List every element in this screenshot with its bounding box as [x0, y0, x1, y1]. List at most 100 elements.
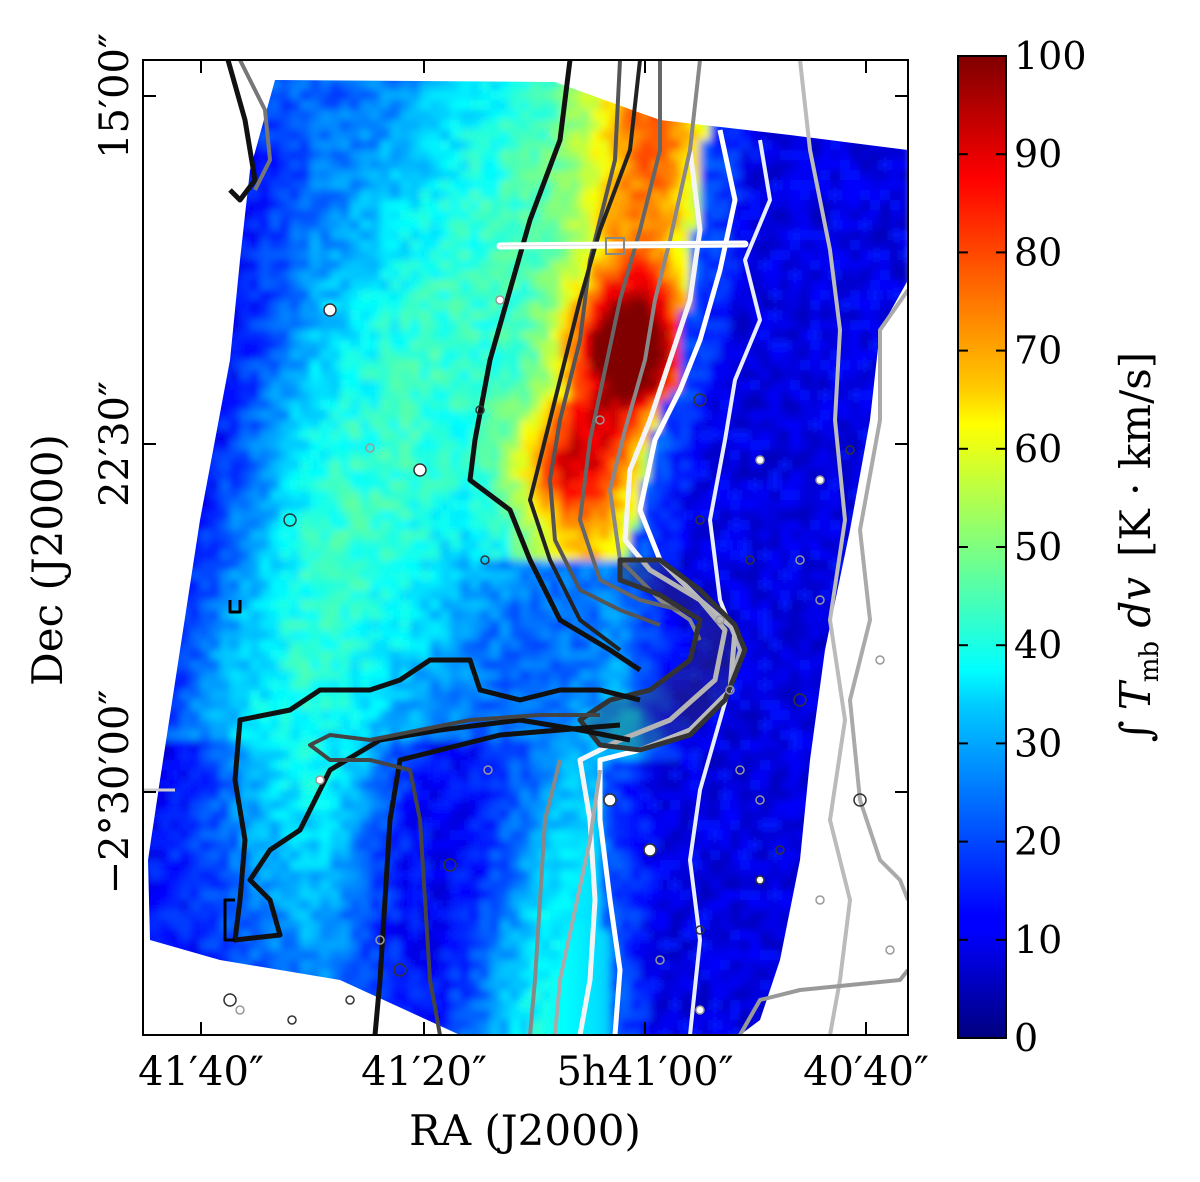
heatmap-cell	[460, 700, 471, 711]
heatmap-cell	[620, 670, 631, 681]
heatmap-cell	[780, 400, 791, 411]
heatmap-cell	[190, 340, 201, 351]
heatmap-cell	[280, 340, 291, 351]
heatmap-cell	[230, 570, 241, 581]
heatmap-cell	[620, 290, 631, 301]
heatmap-cell	[870, 310, 881, 321]
heatmap-cell	[290, 680, 301, 691]
heatmap-cell	[270, 90, 281, 101]
heatmap-cell	[670, 410, 681, 421]
heatmap-cell	[148, 180, 151, 191]
heatmap-cell	[410, 430, 421, 441]
heatmap-cell	[870, 500, 881, 511]
heatmap-cell	[790, 530, 801, 541]
heatmap-cell	[340, 670, 351, 681]
heatmap-cell	[530, 320, 541, 331]
heatmap-cell	[200, 220, 211, 231]
heatmap-cell	[520, 360, 531, 371]
heatmap-cell	[210, 520, 221, 531]
heatmap-cell	[750, 610, 761, 621]
heatmap-cell	[770, 180, 781, 191]
heatmap-cell	[580, 400, 591, 411]
heatmap-cell	[520, 450, 531, 461]
heatmap-cell	[520, 160, 531, 171]
heatmap-cell	[570, 390, 581, 401]
heatmap-cell	[150, 400, 161, 411]
heatmap-cell	[360, 410, 371, 421]
heatmap-cell	[640, 690, 651, 701]
heatmap-cell	[290, 260, 301, 271]
heatmap-cell	[340, 90, 351, 101]
heatmap-cell	[740, 220, 751, 231]
heatmap-cell	[148, 440, 151, 451]
heatmap-cell	[480, 430, 491, 441]
heatmap-cell	[310, 360, 321, 371]
heatmap-cell	[370, 90, 381, 101]
heatmap-cell	[600, 560, 611, 571]
heatmap-cell	[310, 130, 321, 141]
heatmap-cell	[250, 260, 261, 271]
heatmap-cell	[570, 510, 581, 521]
heatmap-cell	[460, 320, 471, 331]
heatmap-cell	[510, 90, 521, 101]
heatmap-cell	[640, 400, 651, 411]
heatmap-cell	[870, 580, 881, 591]
heatmap-cell	[320, 690, 331, 701]
heatmap-cell	[590, 130, 601, 141]
heatmap-cell	[330, 60, 341, 71]
heatmap-cell	[320, 430, 331, 441]
heatmap-cell	[270, 80, 281, 91]
heatmap-cell	[660, 480, 671, 491]
heatmap-cell	[290, 500, 301, 511]
heatmap-cell	[450, 270, 461, 281]
heatmap-cell	[430, 640, 441, 651]
heatmap-cell	[500, 560, 511, 571]
heatmap-cell	[860, 240, 871, 251]
heatmap-cell	[380, 510, 391, 521]
heatmap-cell	[390, 360, 401, 371]
heatmap-cell	[480, 620, 491, 631]
heatmap-cell	[550, 690, 561, 701]
heatmap-cell	[820, 430, 831, 441]
heatmap-cell	[350, 90, 361, 101]
heatmap-cell	[480, 180, 491, 191]
heatmap-cell	[510, 530, 521, 541]
heatmap-cell	[840, 260, 851, 271]
heatmap-cell	[820, 520, 831, 531]
heatmap-cell	[580, 110, 591, 121]
heatmap-cell	[250, 540, 261, 551]
heatmap-cell	[890, 120, 901, 131]
heatmap-cell	[750, 640, 761, 651]
heatmap-cell	[390, 480, 401, 491]
heatmap-cell	[890, 370, 901, 381]
heatmap-cell	[600, 90, 611, 101]
heatmap-cell	[790, 490, 801, 501]
heatmap-cell	[800, 510, 811, 521]
heatmap-cell	[200, 480, 211, 491]
heatmap-cell	[740, 610, 751, 621]
heatmap-cell	[320, 440, 331, 451]
heatmap-cell	[148, 570, 151, 581]
heatmap-cell	[830, 180, 841, 191]
heatmap-cell	[150, 540, 161, 551]
heatmap-cell	[420, 590, 431, 601]
heatmap-cell	[540, 400, 551, 411]
heatmap-cell	[570, 160, 581, 171]
heatmap-cell	[610, 670, 621, 681]
heatmap-cell	[580, 540, 591, 551]
heatmap-cell	[250, 630, 261, 641]
heatmap-cell	[520, 310, 531, 321]
heatmap-cell	[790, 90, 801, 101]
heatmap-cell	[270, 360, 281, 371]
heatmap-cell	[590, 530, 601, 541]
heatmap-cell	[600, 80, 611, 91]
heatmap-cell	[160, 490, 171, 501]
heatmap-cell	[560, 180, 571, 191]
heatmap-cell	[330, 600, 341, 611]
heatmap-cell	[760, 190, 771, 201]
heatmap-cell	[870, 300, 881, 311]
heatmap-cell	[190, 700, 201, 711]
heatmap-cell	[200, 320, 211, 331]
heatmap-cell	[440, 230, 451, 241]
heatmap-cell	[880, 640, 891, 651]
